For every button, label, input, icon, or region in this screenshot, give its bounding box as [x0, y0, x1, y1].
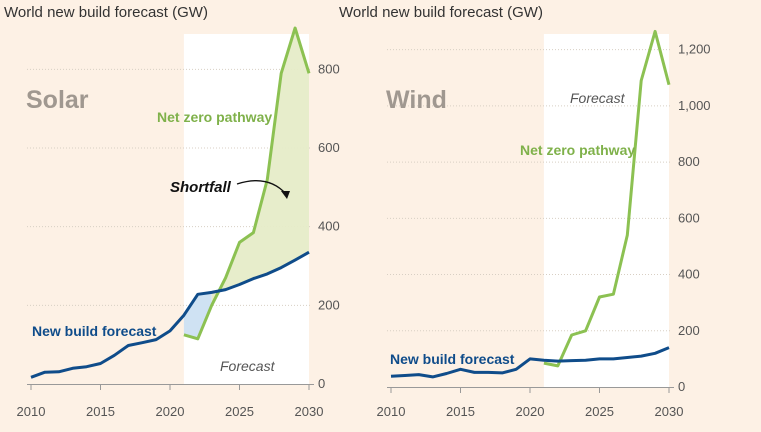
solar-forecast-label: Forecast — [220, 358, 276, 374]
wind-y-tick-2: 400 — [678, 267, 700, 282]
solar-x-tick-1: 2015 — [86, 404, 115, 419]
solar-gap-area — [183, 292, 212, 339]
wind-x-tick-labels: 2010 2015 2020 2025 2030 — [377, 404, 684, 419]
wind-x-tick-1: 2015 — [446, 404, 475, 419]
wind-new-build-line — [390, 346, 670, 379]
wind-y-tick-0: 0 — [678, 379, 685, 394]
solar-x-tick-3: 2025 — [225, 404, 254, 419]
solar-x-tick-labels: 2010 2015 2020 2025 2030 — [17, 404, 324, 419]
wind-net-zero-label: Net zero pathway — [520, 142, 635, 158]
wind-x-tick-2: 2020 — [516, 404, 545, 419]
wind-net-zero-line — [543, 29, 671, 368]
solar-x-tick-2: 2020 — [156, 404, 185, 419]
solar-y-tick-2: 400 — [318, 219, 340, 234]
wind-x-tick-4: 2030 — [655, 404, 684, 419]
solar-x-tick-0: 2010 — [17, 404, 46, 419]
shortfall-arrow — [236, 180, 287, 195]
solar-chart: World new build forecast (GW) Solar 0 200… — [4, 4, 340, 419]
wind-chart: World new build forecast (GW) Wind 0 200 4… — [339, 4, 711, 419]
wind-forecast-label: Forecast — [570, 90, 626, 106]
solar-new-build-label: New build forecast — [32, 323, 157, 339]
solar-label: Solar — [26, 86, 89, 114]
wind-y-tick-5: 1,000 — [678, 98, 711, 113]
solar-y-tick-labels: 0 200 400 600 800 — [318, 61, 340, 391]
solar-chart-title: World new build forecast (GW) — [4, 4, 208, 21]
wind-y-tick-6: 1,200 — [678, 42, 711, 57]
shortfall-arrow-head — [281, 191, 290, 199]
wind-y-tick-labels: 0 200 400 600 800 1,000 1,200 — [678, 42, 711, 394]
solar-net-zero-label: Net zero pathway — [157, 109, 272, 125]
solar-shortfall-label: Shortfall — [170, 179, 232, 196]
solar-shortfall-area — [211, 28, 309, 306]
wind-y-tick-3: 600 — [678, 210, 700, 225]
solar-y-tick-3: 600 — [318, 140, 340, 155]
wind-new-build-label: New build forecast — [390, 351, 515, 367]
wind-gridlines — [387, 49, 672, 332]
solar-x-tick-4: 2030 — [295, 404, 324, 419]
wind-y-tick-4: 800 — [678, 154, 700, 169]
wind-label: Wind — [386, 86, 447, 114]
solar-y-tick-1: 200 — [318, 297, 340, 312]
wind-x-tick-marks — [390, 387, 670, 393]
solar-x-tick-marks — [30, 384, 310, 390]
solar-y-tick-4: 800 — [318, 61, 340, 76]
wind-x-tick-3: 2025 — [585, 404, 614, 419]
solar-new-build-line — [30, 250, 310, 379]
wind-chart-title: World new build forecast (GW) — [339, 4, 543, 21]
wind-forecast-region — [543, 34, 669, 387]
solar-y-tick-0: 0 — [318, 376, 325, 391]
wind-x-tick-0: 2010 — [377, 404, 406, 419]
solar-net-zero-line — [183, 26, 311, 341]
wind-y-tick-1: 200 — [678, 323, 700, 338]
